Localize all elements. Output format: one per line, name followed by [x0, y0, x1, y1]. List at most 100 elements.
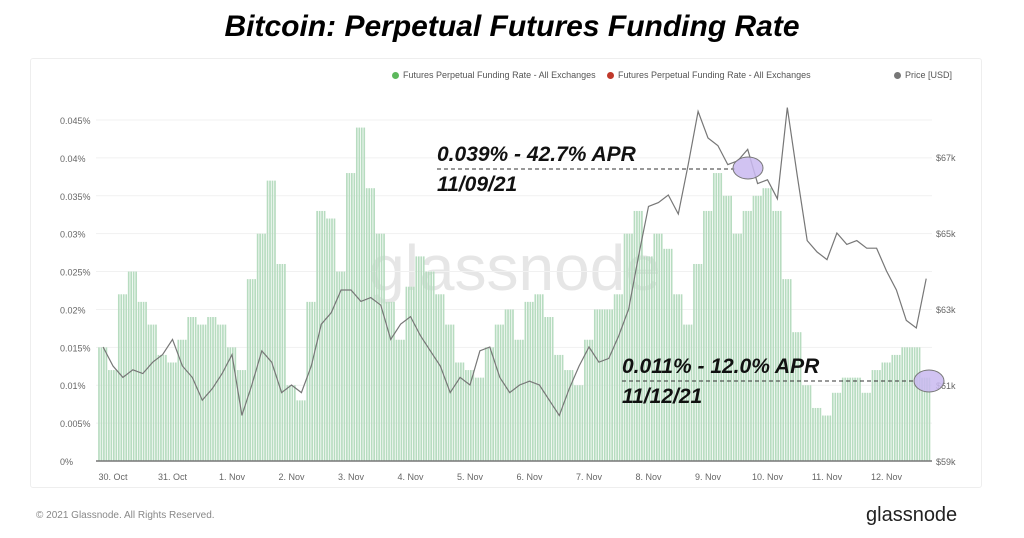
funding-bar-stripe [794, 332, 797, 461]
funding-bar-stripe [918, 347, 921, 461]
funding-bar-stripe [465, 370, 467, 461]
funding-bar-stripe [236, 370, 239, 461]
funding-bar-stripe [358, 127, 361, 462]
funding-bar-stripe [450, 324, 452, 461]
x-tick-label: 8. Nov [635, 472, 662, 482]
legend-dot-icon [392, 71, 399, 79]
funding-bar-stripe [579, 385, 581, 461]
funding-bar-stripe [856, 377, 859, 461]
y-left-tick-label: 0.015% [60, 343, 91, 353]
x-tick-label: 12. Nov [871, 472, 903, 482]
funding-bar-stripe [229, 347, 232, 461]
funding-bar-stripe [412, 286, 415, 461]
funding-bar-stripe [328, 218, 331, 461]
funding-bar-stripe [745, 210, 747, 461]
funding-bar-stripe [668, 248, 671, 461]
funding-bar-stripe [360, 127, 363, 462]
funding-bar [901, 347, 911, 461]
funding-bar-stripe [512, 309, 514, 461]
funding-bar-stripe [670, 248, 673, 461]
funding-bar-stripe [281, 263, 284, 461]
funding-bar-stripe [898, 354, 901, 461]
funding-bar-stripe [440, 294, 442, 461]
funding-bar-stripe [266, 180, 269, 461]
funding-bar-stripe [809, 385, 812, 461]
x-tick-label: 30. Oct [98, 472, 128, 482]
y-left-tick-label: 0.025% [60, 268, 91, 278]
funding-bar-stripe [457, 362, 460, 461]
funding-bar-stripe [343, 271, 346, 461]
funding-bar-stripe [901, 347, 904, 461]
funding-bar-stripe [502, 324, 504, 461]
funding-bar-stripe [591, 339, 594, 461]
funding-bar-stripe [246, 279, 249, 461]
funding-bar-stripe [398, 339, 400, 461]
funding-bar-stripe [571, 370, 574, 461]
funding-bar-stripe [799, 332, 802, 461]
funding-bar-stripe [199, 324, 202, 461]
legend-item-price[interactable]: Price [USD] [894, 70, 952, 80]
funding-bar [663, 248, 673, 461]
funding-bar-stripe [564, 370, 566, 461]
funding-bar-stripe [135, 271, 137, 461]
funding-bar [256, 233, 266, 461]
funding-bar-stripe [556, 354, 559, 461]
funding-bar [703, 210, 713, 461]
funding-bar-stripe [298, 400, 301, 461]
funding-bar-stripe [316, 210, 318, 461]
funding-bar-stripe [286, 385, 289, 461]
funding-bar-stripe [455, 362, 457, 461]
funding-bar [445, 324, 455, 461]
funding-bar-stripe [554, 354, 556, 461]
funding-bar-stripe [690, 324, 693, 461]
y-left-tick-label: 0.005% [60, 419, 91, 429]
funding-bar-stripe [819, 407, 822, 461]
funding-bar [861, 392, 871, 461]
funding-bar-stripe [814, 407, 817, 461]
funding-bar [653, 233, 663, 461]
funding-bar-stripe [886, 362, 889, 461]
funding-bar-stripe [539, 294, 542, 461]
funding-bar-stripe [452, 324, 455, 461]
y-right-tick-label: $67k [936, 153, 956, 163]
funding-bar-stripe [251, 279, 254, 461]
funding-bar-stripe [390, 301, 393, 461]
funding-bar-stripe [140, 301, 142, 461]
funding-bar-stripe [388, 301, 390, 461]
funding-bar-stripe [363, 127, 366, 462]
funding-bar [613, 294, 623, 461]
funding-bar [802, 385, 812, 461]
funding-bar-stripe [653, 233, 656, 461]
funding-bar-stripe [658, 233, 661, 461]
funding-bar-stripe [606, 309, 609, 461]
funding-bar-stripe [727, 195, 730, 461]
funding-bar [137, 301, 147, 461]
funding-bar-stripe [792, 332, 794, 461]
funding-bar-stripe [375, 233, 378, 461]
funding-bar [415, 256, 425, 461]
funding-bar [643, 256, 653, 461]
funding-bar-stripe [613, 294, 616, 461]
funding-bar-stripe [341, 271, 343, 461]
funding-bar [108, 370, 118, 461]
funding-bar-stripe [774, 210, 777, 461]
funding-bar-stripe [227, 347, 229, 461]
funding-bar-stripe [194, 317, 197, 461]
legend-item-funding-red[interactable]: Futures Perpetual Funding Rate - All Exc… [607, 70, 811, 80]
funding-bar-stripe [383, 233, 385, 461]
funding-bar-stripe [467, 370, 470, 461]
funding-bar-stripe [132, 271, 135, 461]
funding-bar-stripe [849, 377, 851, 461]
funding-bar-stripe [202, 324, 204, 461]
legend-label: Futures Perpetual Funding Rate - All Exc… [618, 70, 811, 80]
funding-bar [544, 317, 554, 461]
funding-bar-stripe [519, 339, 522, 461]
funding-bar-stripe [903, 347, 906, 461]
funding-bar-stripe [616, 294, 618, 461]
funding-bar [296, 400, 306, 461]
funding-bar-stripe [296, 400, 299, 461]
legend-item-funding-green[interactable]: Futures Perpetual Funding Rate - All Exc… [392, 70, 596, 80]
funding-bar-stripe [269, 180, 271, 461]
funding-bar-stripe [160, 354, 162, 461]
funding-bar-stripe [410, 286, 413, 461]
